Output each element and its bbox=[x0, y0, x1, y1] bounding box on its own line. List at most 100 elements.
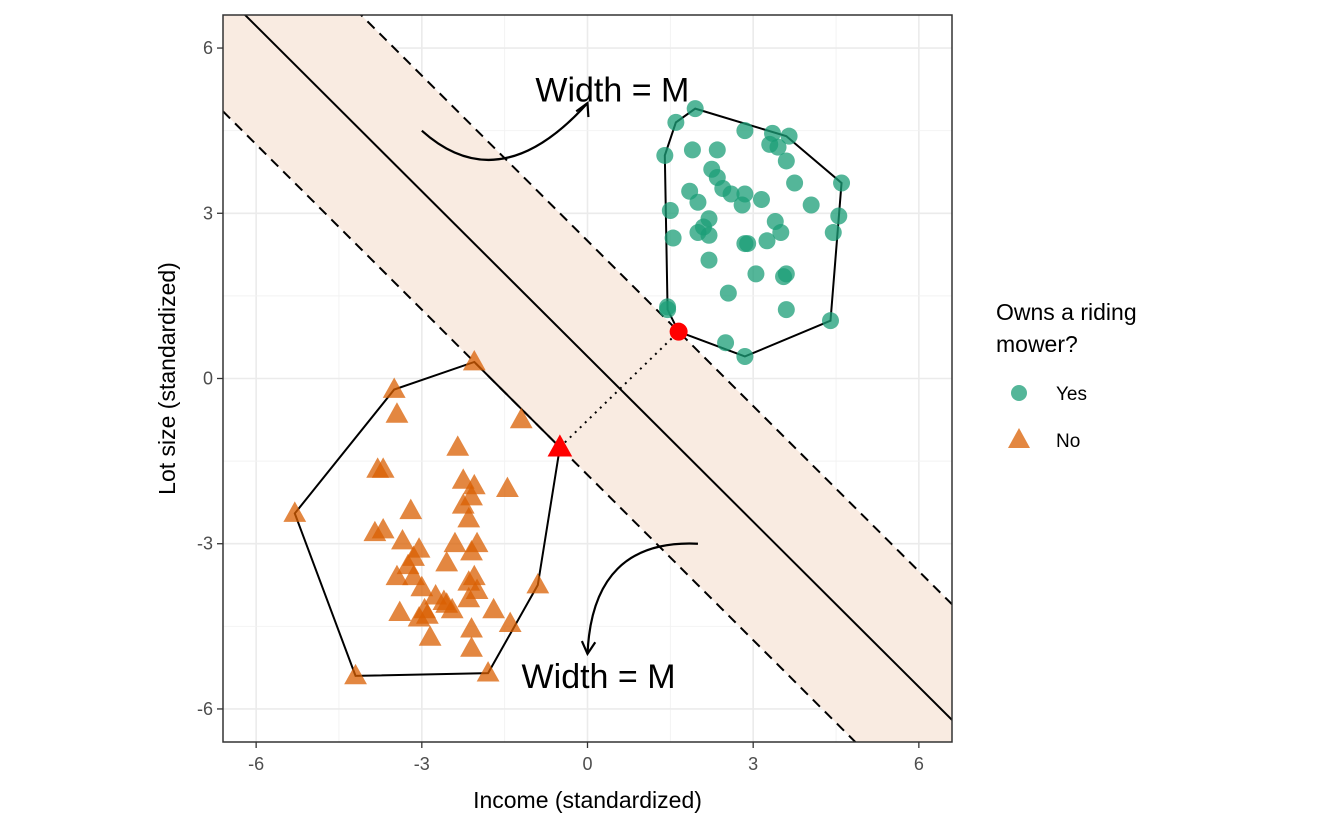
x-tick-label: 6 bbox=[914, 754, 924, 774]
point-yes bbox=[661, 202, 679, 220]
point-no bbox=[460, 636, 483, 657]
x-tick-label: -3 bbox=[414, 754, 430, 774]
point-no bbox=[371, 457, 395, 478]
point-yes bbox=[722, 185, 740, 203]
point-no bbox=[382, 377, 406, 398]
legend: Owns a riding mower? Yes No bbox=[996, 299, 1137, 452]
y-tick-label: 6 bbox=[203, 38, 213, 58]
annotation-width-m: Width = M bbox=[522, 658, 676, 696]
point-yes bbox=[752, 191, 770, 209]
point-yes bbox=[777, 265, 795, 283]
point-no bbox=[498, 611, 522, 632]
point-yes bbox=[664, 229, 682, 247]
point-no bbox=[399, 498, 423, 520]
legend-label-no: No bbox=[1056, 431, 1080, 452]
margin-line-upper bbox=[359, 15, 952, 606]
point-no bbox=[407, 606, 431, 627]
point-no bbox=[388, 600, 412, 621]
point-no bbox=[418, 625, 442, 646]
point-no bbox=[476, 661, 500, 682]
legend-key-yes-circle bbox=[1011, 385, 1027, 401]
point-yes bbox=[780, 127, 798, 145]
point-no bbox=[344, 663, 367, 685]
point-no bbox=[460, 539, 483, 561]
y-axis-title: Lot size (standardized) bbox=[154, 262, 180, 495]
point-yes bbox=[777, 301, 795, 319]
point-no bbox=[402, 564, 425, 586]
curved-arrow bbox=[421, 102, 589, 161]
point-no bbox=[462, 473, 486, 495]
legend-title-line-1: Owns a riding bbox=[996, 299, 1137, 325]
curved-arrow bbox=[586, 542, 699, 654]
point-yes bbox=[758, 232, 776, 250]
point-yes bbox=[822, 312, 839, 330]
point-no bbox=[460, 617, 483, 638]
x-axis-title: Income (standardized) bbox=[473, 787, 702, 813]
point-yes bbox=[686, 100, 704, 118]
point-yes bbox=[656, 146, 674, 164]
points-layer bbox=[283, 100, 851, 685]
point-no bbox=[443, 531, 467, 553]
point-yes bbox=[736, 347, 754, 365]
y-tick-label: 3 bbox=[203, 203, 213, 223]
point-yes bbox=[786, 174, 804, 192]
point-no bbox=[435, 551, 459, 572]
point-no bbox=[526, 573, 550, 594]
x-tick-label: 3 bbox=[748, 754, 758, 774]
margin-band bbox=[223, 15, 952, 742]
hull-yes bbox=[663, 107, 843, 358]
point-yes bbox=[833, 174, 851, 192]
y-tick-label: -6 bbox=[197, 699, 213, 719]
point-yes bbox=[769, 138, 787, 156]
point-no bbox=[509, 407, 533, 429]
x-tick-label: -6 bbox=[248, 754, 264, 774]
legend-label-yes: Yes bbox=[1056, 384, 1087, 405]
margin-line-lower bbox=[223, 110, 857, 742]
point-no bbox=[482, 597, 506, 619]
point-no bbox=[440, 597, 464, 619]
arrow-head bbox=[575, 101, 590, 118]
point-no bbox=[462, 349, 486, 371]
point-yes bbox=[667, 113, 685, 131]
point-no bbox=[457, 586, 481, 608]
axis-ticks: -6 -3 0 3 6 -6 -3 0 3 6 bbox=[197, 38, 924, 774]
point-yes bbox=[689, 193, 707, 211]
arrow-head bbox=[580, 640, 597, 657]
point-no bbox=[391, 528, 414, 550]
annotation-width-m: Width = M bbox=[535, 71, 689, 109]
legend-key-no-triangle bbox=[1008, 428, 1030, 448]
support-point-no bbox=[547, 434, 573, 457]
decision-boundary-line bbox=[243, 15, 952, 721]
point-yes bbox=[766, 213, 784, 231]
point-no bbox=[496, 476, 519, 498]
hull-no bbox=[293, 360, 561, 677]
point-yes bbox=[717, 334, 735, 352]
y-tick-label: 0 bbox=[203, 369, 213, 389]
point-yes bbox=[708, 141, 726, 159]
point-yes bbox=[683, 141, 701, 159]
point-no bbox=[385, 402, 409, 423]
arrows-layer bbox=[421, 101, 699, 657]
point-yes bbox=[719, 284, 737, 302]
point-yes bbox=[739, 235, 757, 253]
point-no bbox=[283, 501, 307, 522]
point-no bbox=[410, 575, 434, 597]
point-yes bbox=[802, 196, 820, 214]
point-no bbox=[446, 435, 470, 456]
point-yes bbox=[659, 301, 677, 319]
point-yes bbox=[747, 265, 765, 283]
point-yes bbox=[700, 251, 718, 269]
point-yes bbox=[700, 226, 718, 244]
legend-title-line-2: mower? bbox=[996, 331, 1078, 357]
point-yes bbox=[733, 196, 751, 214]
support-point-yes bbox=[669, 322, 688, 341]
y-tick-label: -3 bbox=[197, 534, 213, 554]
point-yes bbox=[824, 224, 842, 242]
point-no bbox=[457, 506, 481, 528]
point-no bbox=[385, 564, 409, 586]
point-yes bbox=[830, 207, 848, 225]
annotations-layer: Width = M Width = M bbox=[522, 71, 690, 696]
point-yes bbox=[736, 122, 754, 140]
point-yes bbox=[777, 152, 795, 170]
